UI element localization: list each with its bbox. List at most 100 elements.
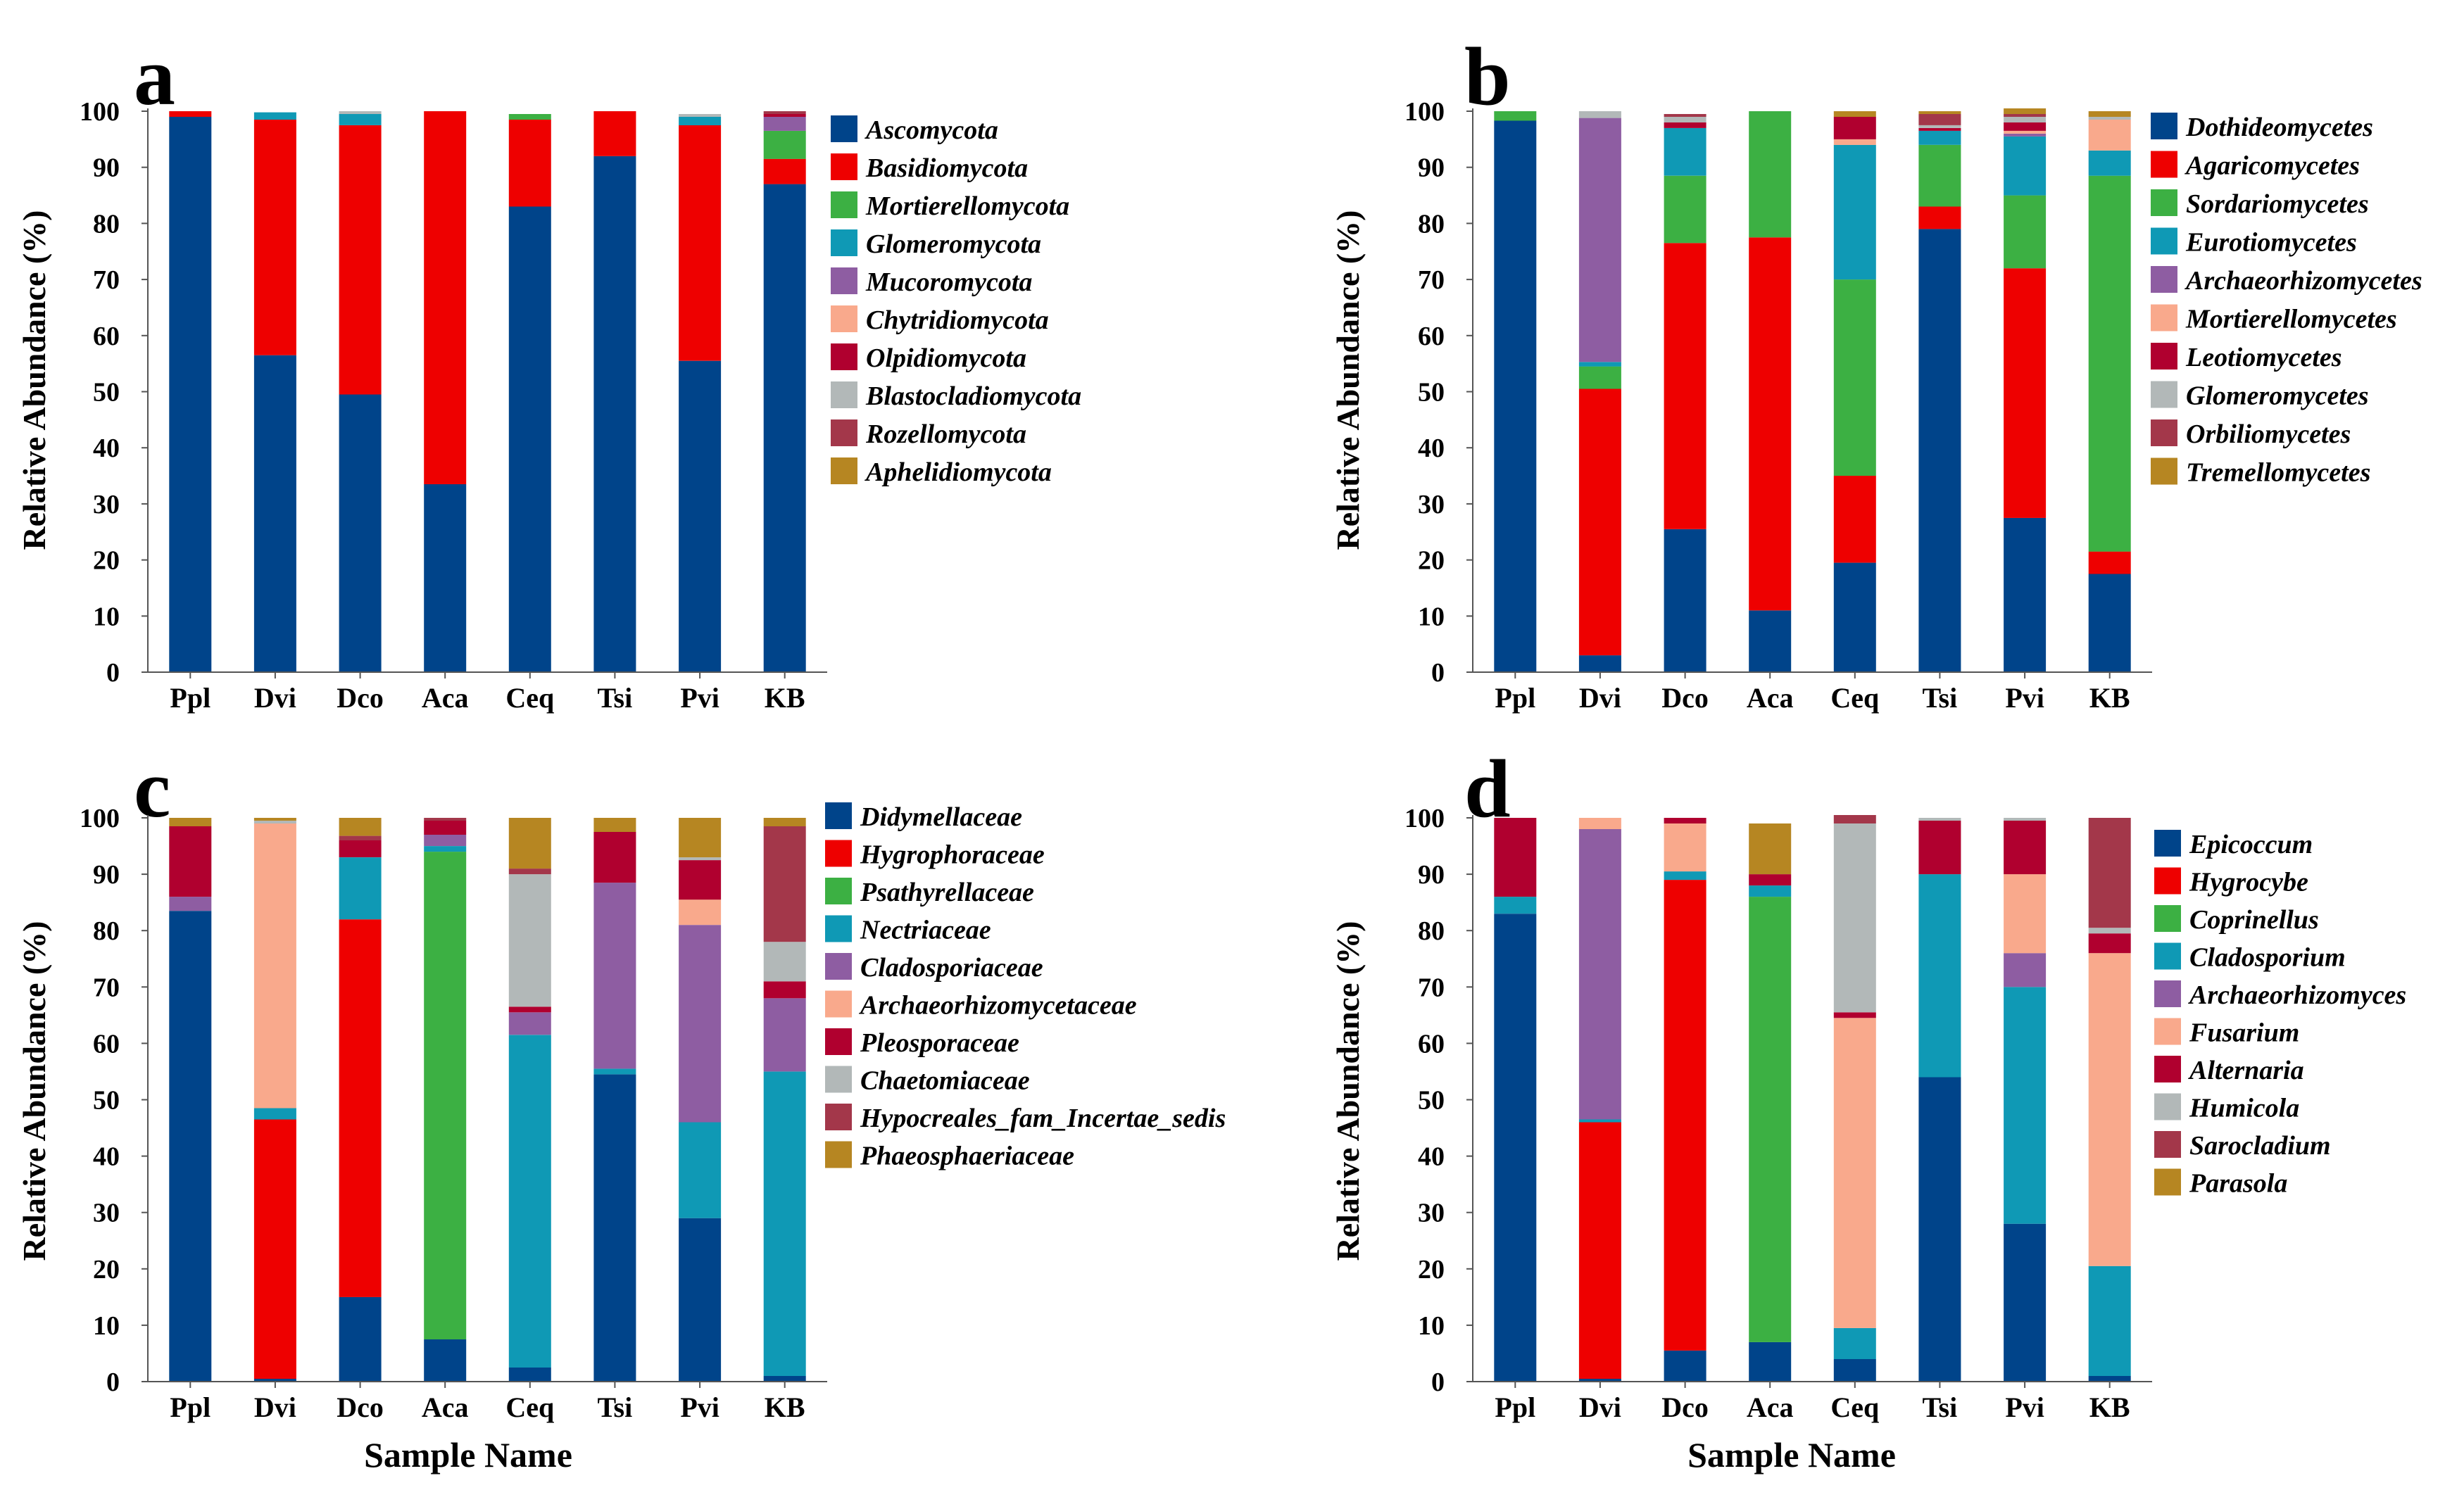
panel-d-legend-swatch xyxy=(2154,830,2181,857)
panel-c-legend-swatch xyxy=(825,953,852,980)
panel-a-bar-kb-basidiomycota xyxy=(763,158,806,184)
panel-d-legend-label: Archaeorhizomyces xyxy=(2188,980,2406,1010)
panel-c-bar-dco-hygrophoraceae xyxy=(339,919,382,1297)
panel-b-bar-dvi-eurotiomycetes xyxy=(1578,362,1621,367)
panel-d-legend-swatch xyxy=(2154,1056,2181,1082)
panel-c-legend-swatch xyxy=(825,878,852,904)
panel-d-legend-swatch xyxy=(2154,1131,2181,1158)
panel-c-bar-aca-pleosporaceae xyxy=(424,821,467,835)
panel-c-legend-label: Psathyrellaceae xyxy=(860,878,1034,907)
panel-a-legend-label: Chytridiomycota xyxy=(866,305,1049,335)
panel-b: b Ppl Dvi Dco Aca Ceq Tsi Pvi KB 0 10 20 30 40 50 60 70… xyxy=(1330,30,2422,714)
panel-c-x-axis-label: Sample Name xyxy=(364,1435,572,1475)
panel-c-bar-tsi-pleosporaceae xyxy=(593,832,636,883)
panel-a-legend-swatch xyxy=(831,381,857,408)
panel-b-bar-tsi-eurotiomycetes xyxy=(1918,130,1961,145)
panel-b-y-tick-label: 90 xyxy=(1418,153,1445,183)
panel-b-y-tick-label: 40 xyxy=(1418,434,1445,463)
panel-b-y-tick-label: 100 xyxy=(1404,97,1445,127)
panel-a-bar-kb-rozellomycota xyxy=(763,111,806,114)
panel-c-legend-swatch xyxy=(825,1104,852,1130)
panel-d-bar-dco-fusarium xyxy=(1664,823,1706,872)
panel-a-legend-swatch xyxy=(831,267,857,294)
panel-d-x-axis-label: Sample Name xyxy=(1687,1435,1896,1475)
panel-b-axes: Ppl Dvi Dco Aca Ceq Tsi Pvi KB 0 10 20 30 40 50 60 70 80… xyxy=(1404,97,2152,714)
panel-b-legend-label: Mortierellomycetes xyxy=(2185,305,2397,334)
panel-c-y-tick-label: 50 xyxy=(93,1086,120,1116)
panel-b-legend-swatch xyxy=(2151,151,2177,178)
panel-c-bar-dco-nectriaceae xyxy=(339,857,382,920)
panel-a-bar-ppl-basidiomycota xyxy=(169,111,212,117)
panel-a-y-tick-label: 10 xyxy=(93,602,120,631)
panel-d: d Ppl Dvi Dco Aca Ceq Tsi Pvi KB010203040506070… xyxy=(1330,743,2406,1475)
panel-d-y-tick-label: 30 xyxy=(1418,1199,1445,1228)
panel-a-legend-label: Ascomycota xyxy=(865,115,998,145)
panel-d-x-tick-label: Ppl xyxy=(1495,1391,1535,1423)
panel-c-legend-label: Hygrophoraceae xyxy=(860,840,1045,870)
panel-d-x-tick-label: Dco xyxy=(1661,1391,1709,1423)
panel-c-bar-tsi-phaeosphaeriaceae xyxy=(593,818,636,832)
panel-a-y-tick-label: 90 xyxy=(93,153,120,183)
panel-d-bar-pvi-humicola xyxy=(2004,818,2047,821)
panel-d-legend-swatch xyxy=(2154,942,2181,970)
panel-c-bar-kb-chaetomiaceae xyxy=(763,942,806,982)
panel-d-y-tick-label: 40 xyxy=(1418,1142,1445,1172)
panel-a-bar-dco-glomeromycota xyxy=(339,114,382,125)
panel-b-bar-pvi-dothideomycetes xyxy=(2004,517,2047,672)
panel-a-bar-tsi-basidiomycota xyxy=(593,111,636,156)
panel-d-legend-swatch xyxy=(2154,1093,2181,1120)
panel-d-legend-label: Sarocladium xyxy=(2189,1131,2331,1161)
panel-a-x-tick-label: Dvi xyxy=(254,682,296,714)
panel-a-y-tick-label: 40 xyxy=(93,434,120,463)
panel-c-bar-kb-hypocreales-fam-incertae-sedis xyxy=(763,826,806,942)
panel-b-legend-swatch xyxy=(2151,343,2177,370)
panel-c-bar-ceq-hypocreales-fam-incertae-sedis xyxy=(508,869,551,875)
panel-b-bar-dvi-archaeorhizomycetes xyxy=(1578,118,1621,362)
panel-a-bar-aca-ascomycota xyxy=(424,484,467,672)
panel-c-bar-pvi-pleosporaceae xyxy=(679,860,722,900)
panel-c-bar-ppl-cladosporiaceae xyxy=(169,897,212,911)
panel-d-y-tick-label: 60 xyxy=(1418,1029,1445,1059)
panel-d-x-tick-label: KB xyxy=(2089,1391,2130,1423)
panel-b-bar-tsi-orbiliomycetes xyxy=(1918,114,1961,125)
panel-c-bar-pvi-archaeorhizomycetaceae xyxy=(679,899,722,926)
panel-a-x-tick-label: Tsi xyxy=(598,682,633,714)
panel-b-x-tick-label: KB xyxy=(2089,682,2130,714)
panel-c-bar-dvi-chaetomiaceae xyxy=(253,821,296,823)
panel-a-legend-label: Mucoromycota xyxy=(865,267,1032,297)
panel-c-bar-kb-cladosporiaceae xyxy=(763,998,806,1072)
panel-c-y-tick-label: 30 xyxy=(93,1199,120,1228)
panel-a-legend-label: Glomeromycota xyxy=(866,229,1041,259)
panel-d-y-tick-label: 90 xyxy=(1418,860,1445,890)
panel-c-bar-pvi-cladosporiaceae xyxy=(679,925,722,1123)
panel-d-bar-kb-fusarium xyxy=(2088,953,2131,1266)
panel-b-legend-label: Orbiliomycetes xyxy=(2186,419,2351,449)
panel-a-legend-swatch xyxy=(831,229,857,256)
panel-c-bar-kb-didymellaceae xyxy=(763,1376,806,1382)
panel-a-y-tick-label: 100 xyxy=(80,97,120,127)
panel-a-y-tick-label: 50 xyxy=(93,378,120,408)
panel-d-x-tick-label: Aca xyxy=(1747,1391,1794,1423)
panel-b-legend-label: Leotiomycetes xyxy=(2185,343,2342,372)
panel-c-bar-dvi-phaeosphaeriaceae xyxy=(253,818,296,821)
panel-a-bar-ceq-basidiomycota xyxy=(508,120,551,207)
panel-b-legend-swatch xyxy=(2151,266,2177,293)
panel-a-legend-label: Aphelidiomycota xyxy=(865,457,1052,487)
panel-d-legend-label: Parasola xyxy=(2189,1169,2287,1199)
panel-b-bar-ppl-dothideomycetes xyxy=(1494,120,1537,672)
panel-c-bar-pvi-nectriaceae xyxy=(679,1122,722,1218)
panel-a-bar-dco-basidiomycota xyxy=(339,125,382,395)
panel-b-y-tick-label: 50 xyxy=(1418,378,1445,408)
panel-b-x-tick-label: Aca xyxy=(1747,682,1794,714)
panel-b-bar-pvi-orbiliomycetes xyxy=(2004,114,2047,117)
panel-b-bar-ceq-leotiomycetes xyxy=(1833,117,1876,139)
panel-a-legend-label: Mortierellomycota xyxy=(865,191,1069,221)
panel-d-bar-ceq-alternaria xyxy=(1833,1012,1876,1018)
panel-b-x-tick-label: Dco xyxy=(1661,682,1709,714)
panel-a-y-tick-label: 20 xyxy=(93,546,120,576)
panel-d-bar-pvi-archaeorhizomyces xyxy=(2004,953,2047,987)
panel-d-y-tick-label: 50 xyxy=(1418,1086,1445,1116)
panel-c-y-axis-label: Relative Abundance (%) xyxy=(16,921,52,1261)
panel-c-x-tick-label: Ppl xyxy=(170,1391,210,1423)
panel-c-legend-label: Nectriaceae xyxy=(860,916,991,945)
